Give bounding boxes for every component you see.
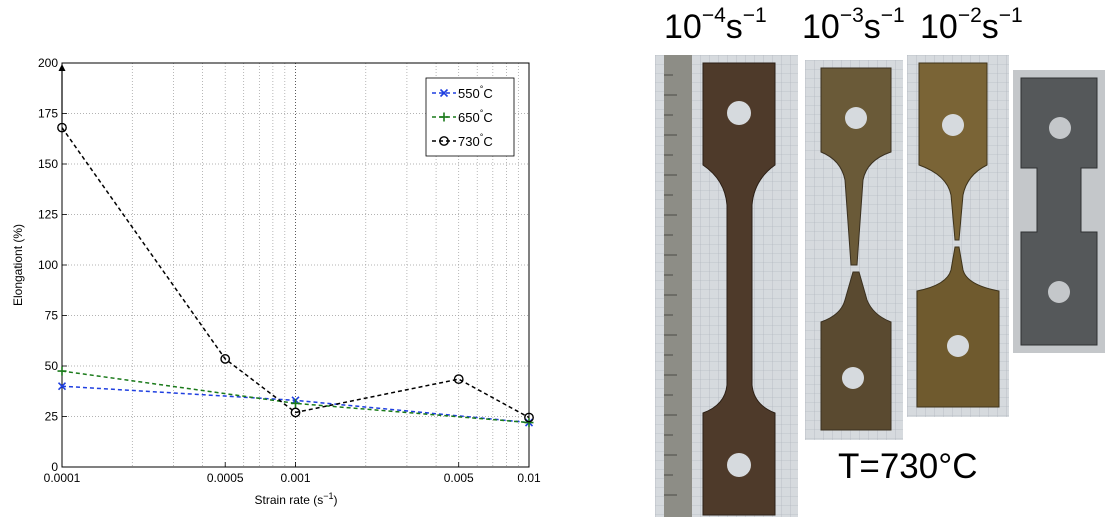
ruler xyxy=(664,55,692,517)
x-tick-label-3: 0.005 xyxy=(444,471,474,485)
y-tick-label-7: 175 xyxy=(38,107,58,121)
x-axis-label-main: Strain rate (s xyxy=(255,493,324,507)
legend-label-730: 730°C xyxy=(458,132,493,149)
strain-rate-label-2: 10−3s−1 xyxy=(802,4,905,47)
legend-label-550: 550°C xyxy=(458,84,493,101)
y-axis-label: Elongationt (%) xyxy=(11,224,25,306)
y-tick-label-2: 50 xyxy=(45,359,59,373)
series-group xyxy=(57,122,534,428)
data-point-650-0 xyxy=(57,366,67,376)
ticks: 0 25 50 75 100 125 150 175 200 0.0001 0.0005 0.001 0… xyxy=(38,56,541,485)
y-tick-label-4: 100 xyxy=(38,258,58,272)
label-3-unit-exp: −1 xyxy=(998,4,1023,27)
data-point-730-4 xyxy=(524,412,534,423)
specimen-photo-2 xyxy=(805,60,903,440)
elongation-chart: 0 25 50 75 100 125 150 175 200 0.0001 0.0005 0.001 0… xyxy=(11,56,541,507)
strain-rate-label-3: 10−2s−1 xyxy=(920,4,1023,47)
label-1-exp: −4 xyxy=(701,4,726,27)
specimen-photo-4 xyxy=(1013,70,1105,353)
data-point-650-2 xyxy=(524,418,534,428)
data-point-730-2 xyxy=(290,407,301,418)
data-point-550-0 xyxy=(57,382,67,391)
legend-marker-550 xyxy=(439,88,449,98)
data-point-650-1 xyxy=(291,398,300,408)
y-tick-label-8: 200 xyxy=(38,56,58,70)
specimen-4 xyxy=(1020,77,1098,346)
label-2-unit-exp: −1 xyxy=(880,4,905,27)
x-tick-label-1: 0.0005 xyxy=(207,471,244,485)
x-tick-label-2: 0.001 xyxy=(280,471,310,485)
y-tick-label-0: 0 xyxy=(51,460,58,474)
legend-label-650: 650°C xyxy=(458,108,493,125)
temperature-label: T=730°C xyxy=(838,447,978,486)
label-1-unit-exp: −1 xyxy=(742,4,767,27)
legend-marker-730 xyxy=(439,136,449,146)
data-point-730-3 xyxy=(453,374,464,385)
x-axis-label-tail: ) xyxy=(333,493,337,507)
legend-marker-650 xyxy=(439,112,449,122)
specimen-photo-1 xyxy=(655,55,798,517)
series-line-730 xyxy=(61,127,530,419)
label-3-unit: s xyxy=(981,8,999,46)
legend-item-550: 550°C xyxy=(432,84,493,101)
y-tick-label-6: 150 xyxy=(38,157,58,171)
series-line-650 xyxy=(61,370,530,424)
x-tick-label-4: 0.01 xyxy=(517,471,541,485)
arrow-group xyxy=(58,64,66,123)
legend: 550°C 650°C 730°C xyxy=(425,77,515,157)
label-2-exp: −3 xyxy=(839,4,864,27)
specimen-3-bottom xyxy=(916,246,1000,408)
y-tick-label-5: 125 xyxy=(38,208,58,222)
data-point-730-1 xyxy=(220,354,231,364)
y-tick-label-1: 25 xyxy=(45,410,59,424)
label-1-unit: s xyxy=(725,8,743,46)
label-2-base: 10 xyxy=(802,8,840,46)
legend-item-730: 730°C xyxy=(432,132,493,149)
arrow-head xyxy=(58,64,66,71)
label-3-base: 10 xyxy=(920,8,958,46)
data-point-730-0 xyxy=(57,122,67,133)
specimen-2-bottom xyxy=(820,271,892,431)
y-tick-label-3: 75 xyxy=(45,309,59,323)
x-axis-label: Strain rate (s−1) xyxy=(255,491,338,507)
strain-rate-label-1: 10−4s−1 xyxy=(664,4,767,47)
specimen-2-top xyxy=(820,67,892,266)
x-axis-label-sup: −1 xyxy=(323,491,333,501)
specimen-photo-3 xyxy=(907,55,1009,417)
legend-item-650: 650°C xyxy=(432,108,493,125)
grid xyxy=(61,62,529,468)
x-tick-label-0: 0.0001 xyxy=(44,471,81,485)
label-3-exp: −2 xyxy=(957,4,982,27)
label-2-unit: s xyxy=(863,8,881,46)
specimen-3-top xyxy=(918,62,988,241)
specimen-1 xyxy=(702,62,776,516)
label-1-base: 10 xyxy=(664,8,702,46)
